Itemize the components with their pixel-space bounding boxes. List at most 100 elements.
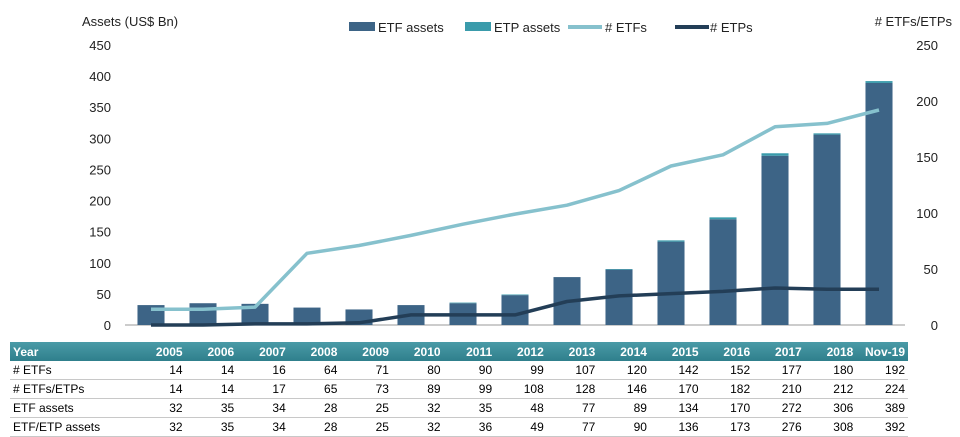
table-header-year: 2015 [649, 342, 702, 361]
table-header-year: 2010 [391, 342, 444, 361]
left-tick-label: 300 [89, 131, 111, 146]
table-cell: 224 [856, 379, 908, 399]
right-tick-label: 150 [916, 150, 938, 165]
bar-etp-assets [657, 240, 685, 242]
table-cell: 32 [134, 398, 186, 418]
table-cell: 99 [495, 361, 547, 380]
left-tick-label: 250 [89, 162, 111, 177]
table-cell: 177 [753, 361, 805, 380]
legend-swatch [465, 22, 491, 31]
bar-etf-assets [293, 307, 321, 325]
bar-etf-assets [865, 82, 893, 325]
bar-etf-assets [501, 295, 529, 325]
table-cell: 34 [237, 398, 289, 418]
table-row-label: # ETFs [10, 361, 134, 380]
bar-etp-assets [761, 153, 789, 156]
table-cell: 170 [701, 398, 754, 418]
table-cell: 272 [753, 398, 805, 418]
table-cell: 77 [546, 417, 599, 437]
right-axis-title: # ETFs/ETPs [875, 14, 953, 29]
table-cell: 89 [391, 379, 444, 399]
table-cell: 389 [856, 398, 908, 418]
table-cell: 120 [598, 361, 650, 380]
table-cell: 14 [134, 379, 186, 399]
table-cell: 32 [134, 417, 186, 437]
table-cell: 108 [495, 379, 547, 399]
table-row: # ETFs/ETPs 14 14 17 65 73 89 99 108 128 146 170 182… [10, 379, 908, 399]
bar-etp-assets [865, 81, 893, 83]
line-group [151, 108, 880, 327]
table-cell: 308 [804, 417, 857, 437]
table-cell: 35 [443, 398, 496, 418]
bar-etp-assets [449, 302, 477, 304]
table-header-year: 2008 [288, 342, 341, 361]
right-tick-label: 250 [916, 38, 938, 53]
table-header-year: 2009 [340, 342, 392, 361]
table-cell: 14 [185, 379, 238, 399]
table-cell: 71 [340, 361, 392, 380]
line-num-etfs [151, 108, 880, 312]
left-axis-title: Assets (US$ Bn) [82, 14, 178, 29]
table-cell: 173 [701, 417, 754, 437]
legend: ETF assets ETP assets # ETFs # ETPs [349, 20, 753, 35]
table-row-label: # ETFs/ETPs [10, 379, 134, 399]
right-tick-label: 50 [924, 262, 938, 277]
table-header-year: 2012 [495, 342, 547, 361]
table-cell: 276 [753, 417, 805, 437]
table-row-label: ETF assets [10, 398, 134, 418]
table-row: ETF assets 32 35 34 28 25 32 35 48 77 89 134 170 272 3… [10, 398, 908, 418]
table-cell: 73 [340, 379, 392, 399]
bar-etp-assets [605, 269, 633, 270]
left-tick-label: 0 [104, 318, 111, 333]
legend-label: ETP assets [494, 20, 561, 35]
table-cell: 128 [546, 379, 599, 399]
right-axis: 250 200 150 100 50 0 [916, 38, 938, 333]
table-cell: 36 [443, 417, 496, 437]
left-tick-label: 400 [89, 69, 111, 84]
table-cell: 107 [546, 361, 599, 380]
table-cell: 89 [598, 398, 650, 418]
table-row-label: ETF/ETP assets [10, 417, 134, 437]
legend-label: ETF assets [378, 20, 444, 35]
table-cell: 28 [288, 398, 341, 418]
left-tick-label: 450 [89, 38, 111, 53]
right-tick-label: 100 [916, 206, 938, 221]
table-cell: 16 [237, 361, 289, 380]
table-header-year: 2018 [804, 342, 857, 361]
bar-etf-assets [813, 134, 841, 325]
table-header-year: 2016 [701, 342, 754, 361]
table-cell: 306 [804, 398, 857, 418]
chart: Assets (US$ Bn) # ETFs/ETPs ETF assets ET… [82, 14, 953, 333]
table-cell: 136 [649, 417, 702, 437]
table-cell: 32 [391, 417, 444, 437]
table-cell: 99 [443, 379, 496, 399]
table-cell: 180 [804, 361, 857, 380]
table-header-year: Nov-19 [856, 342, 908, 361]
table-cell: 49 [495, 417, 547, 437]
left-axis: 450 400 350 300 250 200 150 100 50 0 [89, 38, 111, 333]
table-cell: 28 [288, 417, 341, 437]
table-cell: 48 [495, 398, 547, 418]
table-cell: 134 [649, 398, 702, 418]
table-cell: 80 [391, 361, 444, 380]
table-cell: 90 [443, 361, 496, 380]
table-cell: 64 [288, 361, 341, 380]
bar-etf-assets [189, 303, 217, 325]
table-header-year: 2013 [546, 342, 599, 361]
legend-swatch [349, 22, 375, 31]
table-cell: 25 [340, 417, 392, 437]
left-tick-label: 50 [97, 287, 111, 302]
table-cell: 77 [546, 398, 599, 418]
table-header-year: 2017 [753, 342, 805, 361]
data-table: Year 2005 2006 2007 2008 2009 2010 2011 2012 2013… [10, 342, 908, 437]
table-cell: 192 [856, 361, 908, 380]
table-cell: 212 [804, 379, 857, 399]
table-cell: 170 [649, 379, 702, 399]
table-header-label: Year [10, 342, 134, 361]
left-tick-label: 150 [89, 225, 111, 240]
bar-etp-assets [709, 217, 737, 220]
left-tick-label: 100 [89, 256, 111, 271]
table-cell: 152 [701, 361, 754, 380]
line-num-etps [151, 286, 879, 327]
table-cell: 34 [237, 417, 289, 437]
